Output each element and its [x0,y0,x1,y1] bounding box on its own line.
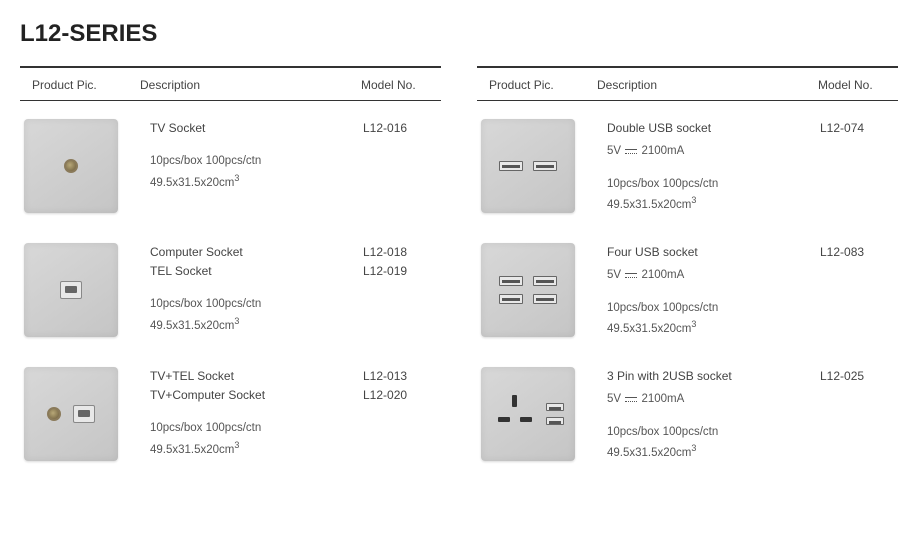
switch-plate-icon [481,243,575,337]
packaging-text: 10pcs/box 100pcs/ctn [607,423,898,441]
dc-icon [624,142,638,160]
column-header-left: Product Pic. Description Model No. [20,66,441,101]
product-row: 3 Pin with 2USB socketL12-025 5V 2100mA 10… [477,367,898,467]
product-desc: 3 Pin with 2USB socketL12-025 5V 2100mA 10… [597,367,898,462]
desc-text: Computer Socket [150,243,363,262]
packaging-specs: 10pcs/box 100pcs/ctn49.5x31.5x20cm3 [150,419,441,459]
desc-text: TV+Computer Socket [150,386,363,405]
voltage-spec: 5V 2100mA [607,266,898,284]
product-desc: TV+TEL SocketL12-013TV+Computer SocketL1… [140,367,441,459]
usb-port-icon [533,161,557,171]
dimensions-text: 49.5x31.5x20cm3 [150,438,441,459]
header-pic: Product Pic. [20,78,140,92]
model-no: L12-074 [820,119,898,138]
right-column: Product Pic. Description Model No. Doubl… [477,66,898,491]
packaging-text: 10pcs/box 100pcs/ctn [150,419,441,437]
desc-line: Double USB socketL12-074 [607,119,898,138]
dimensions-text: 49.5x31.5x20cm3 [607,193,898,214]
product-pic [20,119,140,213]
header-model: Model No. [361,78,441,92]
voltage-spec: 5V 2100mA [607,390,898,408]
product-pic [477,243,597,337]
model-no: L12-016 [363,119,441,138]
packaging-text: 10pcs/box 100pcs/ctn [607,299,898,317]
header-desc: Description [597,78,818,92]
desc-line: Four USB socketL12-083 [607,243,898,262]
left-column: Product Pic. Description Model No. TV So… [20,66,441,491]
usb-port-icon [499,276,523,286]
usb-port-icon [546,417,564,425]
dimensions-text: 49.5x31.5x20cm3 [150,171,441,192]
tv-port-icon [47,407,61,421]
packaging-specs: 10pcs/box 100pcs/ctn49.5x31.5x20cm3 [150,152,441,192]
desc-text: TEL Socket [150,262,363,281]
product-row: Four USB socketL12-083 5V 2100mA 10pcs/box… [477,243,898,343]
tv-port-icon [64,159,78,173]
page-title: L12-SERIES [20,20,898,48]
desc-text: Four USB socket [607,243,820,262]
header-desc: Description [140,78,361,92]
desc-line: 3 Pin with 2USB socketL12-025 [607,367,898,386]
packaging-specs: 10pcs/box 100pcs/ctn49.5x31.5x20cm3 [607,175,898,215]
usb-port-icon [533,276,557,286]
switch-plate-icon [481,367,575,461]
packaging-specs: 10pcs/box 100pcs/ctn49.5x31.5x20cm3 [150,295,441,335]
catalog-columns: Product Pic. Description Model No. TV So… [20,66,898,491]
rj-port-icon [73,405,95,423]
product-pic [20,367,140,461]
packaging-text: 10pcs/box 100pcs/ctn [607,175,898,193]
product-desc: TV SocketL12-016 10pcs/box 100pcs/ctn49.5… [140,119,441,192]
usb-port-icon [499,294,523,304]
product-desc: Computer SocketL12-018TEL SocketL12-019 1… [140,243,441,335]
product-row: TV+TEL SocketL12-013TV+Computer SocketL1… [20,367,441,467]
desc-text: TV Socket [150,119,363,138]
packaging-text: 10pcs/box 100pcs/ctn [150,295,441,313]
product-row: TV SocketL12-016 10pcs/box 100pcs/ctn49.5… [20,119,441,219]
model-no: L12-025 [820,367,898,386]
dimensions-text: 49.5x31.5x20cm3 [150,314,441,335]
column-header-right: Product Pic. Description Model No. [477,66,898,101]
desc-text: 3 Pin with 2USB socket [607,367,820,386]
switch-plate-icon [24,367,118,461]
rj-port-icon [60,281,82,299]
voltage-spec: 5V 2100mA [607,142,898,160]
desc-text: TV+TEL Socket [150,367,363,386]
dimensions-text: 49.5x31.5x20cm3 [607,317,898,338]
desc-line: TV+TEL SocketL12-013 [150,367,441,386]
dc-icon [624,266,638,284]
switch-plate-icon [24,243,118,337]
header-model: Model No. [818,78,898,92]
product-desc: Double USB socketL12-074 5V 2100mA 10pcs/b… [597,119,898,214]
usb-port-icon [546,403,564,411]
desc-text: Double USB socket [607,119,820,138]
product-pic [477,119,597,213]
desc-line: Computer SocketL12-018 [150,243,441,262]
dc-icon [624,390,638,408]
product-row: Computer SocketL12-018TEL SocketL12-019 1… [20,243,441,343]
packaging-text: 10pcs/box 100pcs/ctn [150,152,441,170]
desc-line: TEL SocketL12-019 [150,262,441,281]
model-no: L12-083 [820,243,898,262]
usb-port-icon [533,294,557,304]
usb-port-icon [499,161,523,171]
switch-plate-icon [481,119,575,213]
model-no: L12-018 [363,243,441,262]
switch-plate-icon [24,119,118,213]
model-no: L12-013 [363,367,441,386]
model-no: L12-019 [363,262,441,281]
product-pic [20,243,140,337]
uk-socket-icon [492,391,538,437]
desc-line: TV+Computer SocketL12-020 [150,386,441,405]
model-no: L12-020 [363,386,441,405]
product-desc: Four USB socketL12-083 5V 2100mA 10pcs/box… [597,243,898,338]
product-pic [477,367,597,461]
packaging-specs: 10pcs/box 100pcs/ctn49.5x31.5x20cm3 [607,299,898,339]
packaging-specs: 10pcs/box 100pcs/ctn49.5x31.5x20cm3 [607,423,898,463]
desc-line: TV SocketL12-016 [150,119,441,138]
product-row: Double USB socketL12-074 5V 2100mA 10pcs/b… [477,119,898,219]
dimensions-text: 49.5x31.5x20cm3 [607,441,898,462]
header-pic: Product Pic. [477,78,597,92]
